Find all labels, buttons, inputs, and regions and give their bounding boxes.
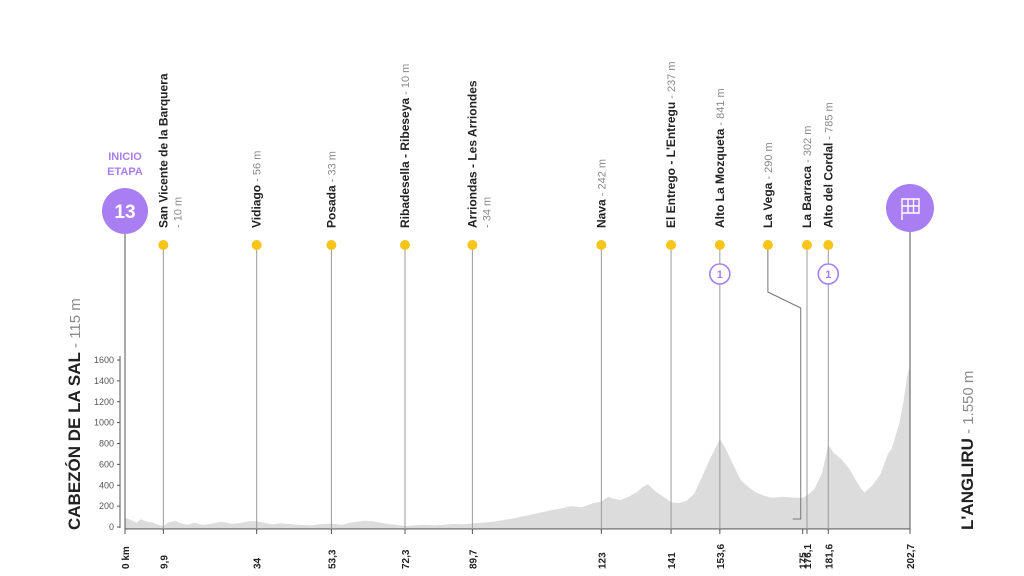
waypoint-altitude: - 242 m (596, 159, 608, 199)
waypoint-guide-line (767, 245, 802, 520)
waypoint-dot (596, 240, 607, 250)
climb-category-number: 1 (717, 269, 723, 281)
waypoint-altitude: - 56 m (252, 151, 264, 185)
x-tick-label: 34 (253, 557, 264, 569)
x-tick-label: 141 (667, 552, 678, 569)
finish-location-name: L'ANGLIRU (958, 438, 977, 530)
waypoint-name: La Barraca (800, 166, 814, 228)
waypoint-altitude: - 33 m (326, 151, 338, 185)
profile-layer (125, 365, 910, 529)
waypoint-dot (714, 240, 725, 250)
waypoint-name: Alto del Cordal (821, 143, 835, 228)
waypoint-guides (124, 232, 911, 531)
finish-location-label: L'ANGLIRU - 1.550 m (958, 371, 977, 530)
y-tick-label: 200 (99, 501, 114, 511)
x-tick-label: 176,1 (803, 544, 814, 569)
y-tick-label: 1400 (94, 376, 114, 386)
climb-category-number: 1 (825, 269, 831, 281)
waypoint-dot (467, 240, 478, 250)
waypoint-label: El Entrego - L'Entregu - 237 m (664, 61, 678, 228)
stage-number-badge: 13 (102, 188, 148, 234)
waypoint-label: Vidiago - 56 m (250, 151, 264, 228)
finish-location-altitude: - 1.550 m (960, 371, 977, 439)
waypoint-label: Nava - 242 m (594, 159, 608, 228)
waypoint-altitude: - 302 m (802, 126, 814, 166)
waypoint-labels: San Vicente de la Barquera - 10 m Vidiago … (156, 61, 840, 285)
x-tick-label: 202,7 (906, 544, 917, 569)
x-tick-label: 0 km (121, 546, 132, 569)
waypoint-label: Alto del Cordal - 785 m (821, 102, 835, 228)
waypoint-label: Posada - 33 m (324, 151, 338, 228)
checkered-flag-icon (901, 198, 920, 220)
waypoint-altitude: - 237 m (666, 61, 678, 101)
waypoint-name: Vidiago (250, 185, 264, 228)
x-axis-ticks: 0 km 9,9 34 53,3 72,3 89,7 123 141 153,6 175176,1… (121, 529, 917, 569)
elevation-profile-area (125, 365, 910, 527)
waypoint-altitude: - 841 m (715, 88, 727, 128)
stage-number: 13 (114, 202, 135, 223)
waypoint-name: Posada (324, 185, 338, 228)
y-tick-label: 1600 (94, 355, 114, 365)
y-tick-label: 1000 (94, 418, 114, 428)
waypoint-name: El Entrego - L'Entregu (664, 102, 678, 228)
waypoint-dot (823, 240, 834, 250)
climb-category-badge (817, 263, 840, 285)
start-location-label: CABEZÓN DE LA SAL - 115 m (65, 298, 84, 530)
waypoint-name: Alto La Mozqueta (713, 128, 727, 228)
waypoint-name: La Vega (761, 182, 775, 228)
x-tick-label: 175 (799, 552, 810, 569)
x-tick-label: 123 (597, 552, 608, 569)
start-label-line1: INICIO (108, 151, 142, 163)
waypoint-label: Arriondas - Les Arriondes (465, 80, 479, 228)
waypoint-label: La Vega - 290 m (761, 142, 775, 228)
waypoint-dot (251, 240, 262, 250)
climb-category-badge (709, 263, 731, 285)
waypoint-label: Alto La Mozqueta - 841 m (713, 88, 727, 228)
y-tick-label: 1200 (94, 397, 114, 407)
waypoint-label: La Barraca - 302 m (800, 126, 814, 228)
waypoint-altitude: - 10 m (172, 197, 184, 228)
x-tick-label: 181,6 (824, 544, 835, 569)
waypoint-altitude: - 785 m (823, 102, 835, 142)
waypoint-label: San Vicente de la Barquera (156, 73, 170, 228)
waypoint-dot (762, 240, 773, 250)
x-tick-label: 153,6 (716, 544, 727, 569)
x-tick-label: 53,3 (327, 549, 338, 569)
x-tick-label: 72,3 (401, 549, 412, 569)
y-tick-label: 400 (99, 480, 114, 490)
waypoint-dot (399, 240, 410, 250)
start-label-line2: ETAPA (107, 166, 143, 178)
waypoint-name: Nava (594, 199, 608, 228)
waypoint-label: Ribadesella - Ribeseya - 10 m (398, 64, 412, 228)
waypoint-dot (158, 240, 169, 250)
y-tick-label: 0 (109, 522, 114, 532)
start-location-altitude: - 115 m (67, 298, 84, 352)
waypoint-altitude: - 290 m (763, 142, 775, 182)
waypoint-name: Ribadesella - Ribeseya (398, 98, 412, 228)
waypoint-altitude: - 10 m (400, 64, 412, 98)
waypoint-dot (801, 240, 812, 250)
y-tick-label: 600 (99, 459, 114, 469)
waypoint-dot (326, 240, 337, 250)
waypoint-name: San Vicente de la Barquera (156, 73, 170, 228)
waypoint-dot (666, 240, 677, 250)
x-tick-label: 9,9 (159, 555, 170, 569)
start-location-name: CABEZÓN DE LA SAL (65, 352, 84, 530)
finish-badge (886, 184, 934, 232)
y-tick-label: 800 (99, 439, 114, 449)
waypoint-name: Arriondas - Les Arriondes (465, 80, 479, 228)
waypoint-altitude: - 34 m (481, 197, 493, 228)
x-tick-label: 89,7 (468, 549, 479, 569)
chart-axes: 0 200 400 600 800 1000 1200 1400 1600 (94, 355, 910, 532)
